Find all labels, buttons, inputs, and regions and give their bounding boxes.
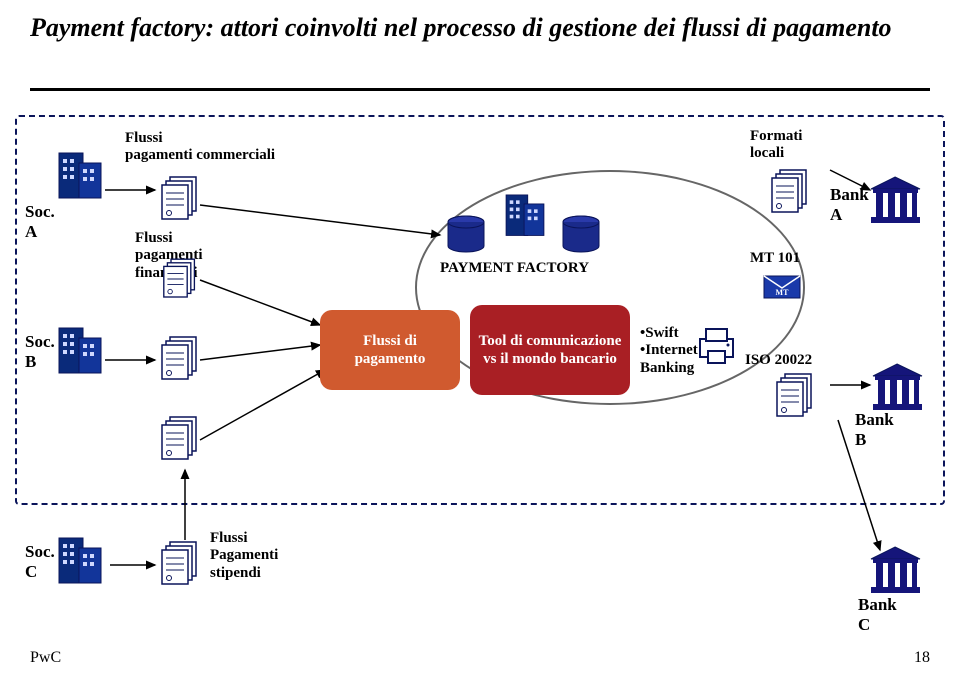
diagram-canvas: Soc. A Flussi pagamenti commerciali Flus… [0, 100, 960, 640]
bank-icon [868, 545, 923, 595]
flow-commerciali-label: Flussi pagamenti commerciali [125, 130, 275, 165]
building-icon [55, 145, 105, 200]
bank-icon [870, 362, 925, 412]
envelope-icon: MT [762, 270, 802, 300]
building-icon [55, 530, 105, 585]
docs-icon [160, 335, 200, 383]
database-icon [560, 215, 602, 255]
printer-icon [694, 325, 739, 365]
formati-locali-label: Formati locali [750, 128, 802, 163]
bank-c-label: Bank C [858, 595, 897, 634]
mt101-label: MT 101 [750, 250, 800, 267]
docs-icon [160, 540, 200, 588]
soc-c-label: Soc. C [25, 542, 55, 581]
slide-title: Payment factory: attori coinvolti nel pr… [30, 12, 930, 45]
page-number: 18 [914, 649, 930, 667]
docs-icon [770, 168, 810, 216]
swift-label: •Swift •Internet Banking [640, 325, 698, 377]
building-icon [503, 188, 548, 238]
flow-stipendi-label: Flussi Pagamenti stipendi [210, 530, 278, 582]
bank-icon [868, 175, 923, 225]
soc-b-label: Soc. B [25, 332, 55, 371]
building-icon [55, 320, 105, 375]
bank-a-label: Bank A [830, 185, 869, 224]
footer-brand: PwC [30, 649, 61, 667]
docs-icon [775, 372, 815, 420]
soc-a-label: Soc. A [25, 202, 55, 241]
docs-icon [160, 175, 200, 223]
bank-b-label: Bank B [855, 410, 894, 449]
docs-icon [162, 257, 198, 300]
svg-text:MT: MT [776, 288, 790, 297]
database-icon [445, 215, 487, 255]
payment-factory-label: PAYMENT FACTORY [440, 260, 589, 277]
tool-box: Tool di comunicazione vs il mondo bancar… [470, 305, 630, 395]
docs-icon [160, 415, 200, 463]
flussi-pagamento-box: Flussi di pagamento [320, 310, 460, 390]
iso-label: ISO 20022 [745, 352, 812, 369]
title-rule [30, 88, 930, 91]
